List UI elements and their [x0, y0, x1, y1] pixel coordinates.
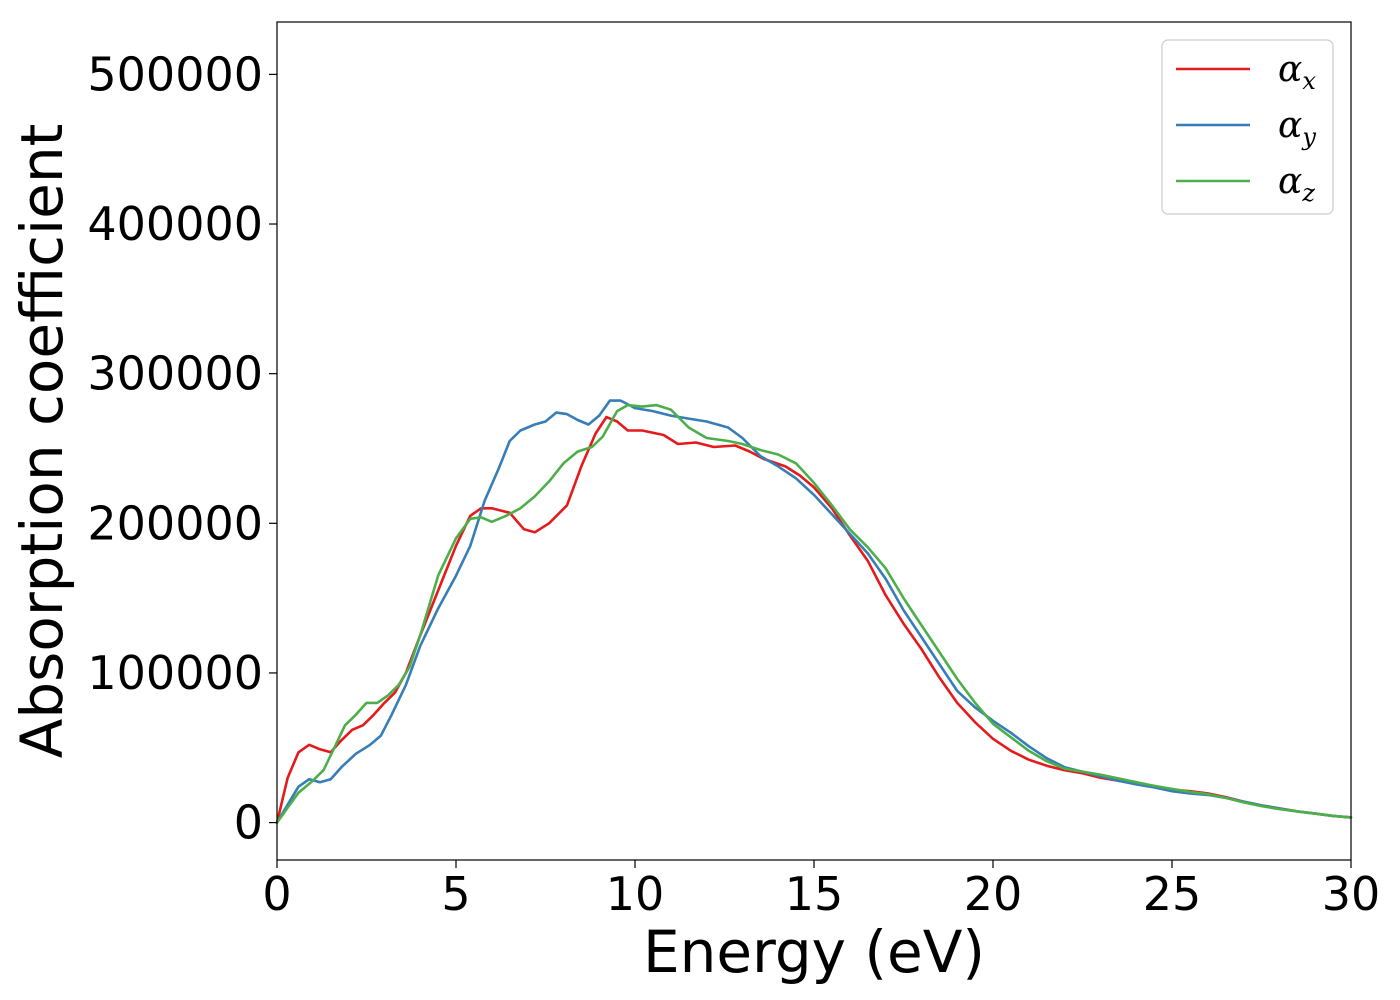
legend: αx αy αz [1161, 39, 1334, 215]
y-tick-label: 400000 [87, 197, 263, 251]
legend-label-y: αy [1278, 105, 1316, 151]
y-tick-label: 200000 [87, 496, 263, 550]
legend-box [1161, 39, 1334, 215]
x-axis-label: Energy (eV) [643, 918, 985, 986]
x-ticks: 0 5 10 15 20 25 30 [262, 860, 1380, 921]
x-tick-label: 10 [606, 867, 665, 921]
x-tick-label: 25 [1143, 867, 1202, 921]
x-tick-label: 5 [441, 867, 470, 921]
y-tick-label: 300000 [87, 347, 263, 401]
legend-label-z: αz [1278, 161, 1315, 207]
x-tick-label: 0 [262, 867, 291, 921]
y-tick-label: 100000 [87, 646, 263, 700]
series-line-y [275, 399, 1353, 824]
y-axis-label: Absorption coefficient [8, 124, 76, 759]
series-layer [275, 399, 1353, 824]
x-tick-label: 30 [1322, 867, 1381, 921]
y-ticks: 0 100000 200000 300000 400000 500000 [87, 47, 277, 850]
y-tick-label: 0 [234, 796, 263, 850]
x-tick-label: 15 [785, 867, 844, 921]
y-tick-label: 500000 [87, 47, 263, 101]
series-line-z [275, 403, 1353, 824]
x-tick-label: 20 [964, 867, 1023, 921]
legend-label-x: αx [1278, 49, 1316, 95]
